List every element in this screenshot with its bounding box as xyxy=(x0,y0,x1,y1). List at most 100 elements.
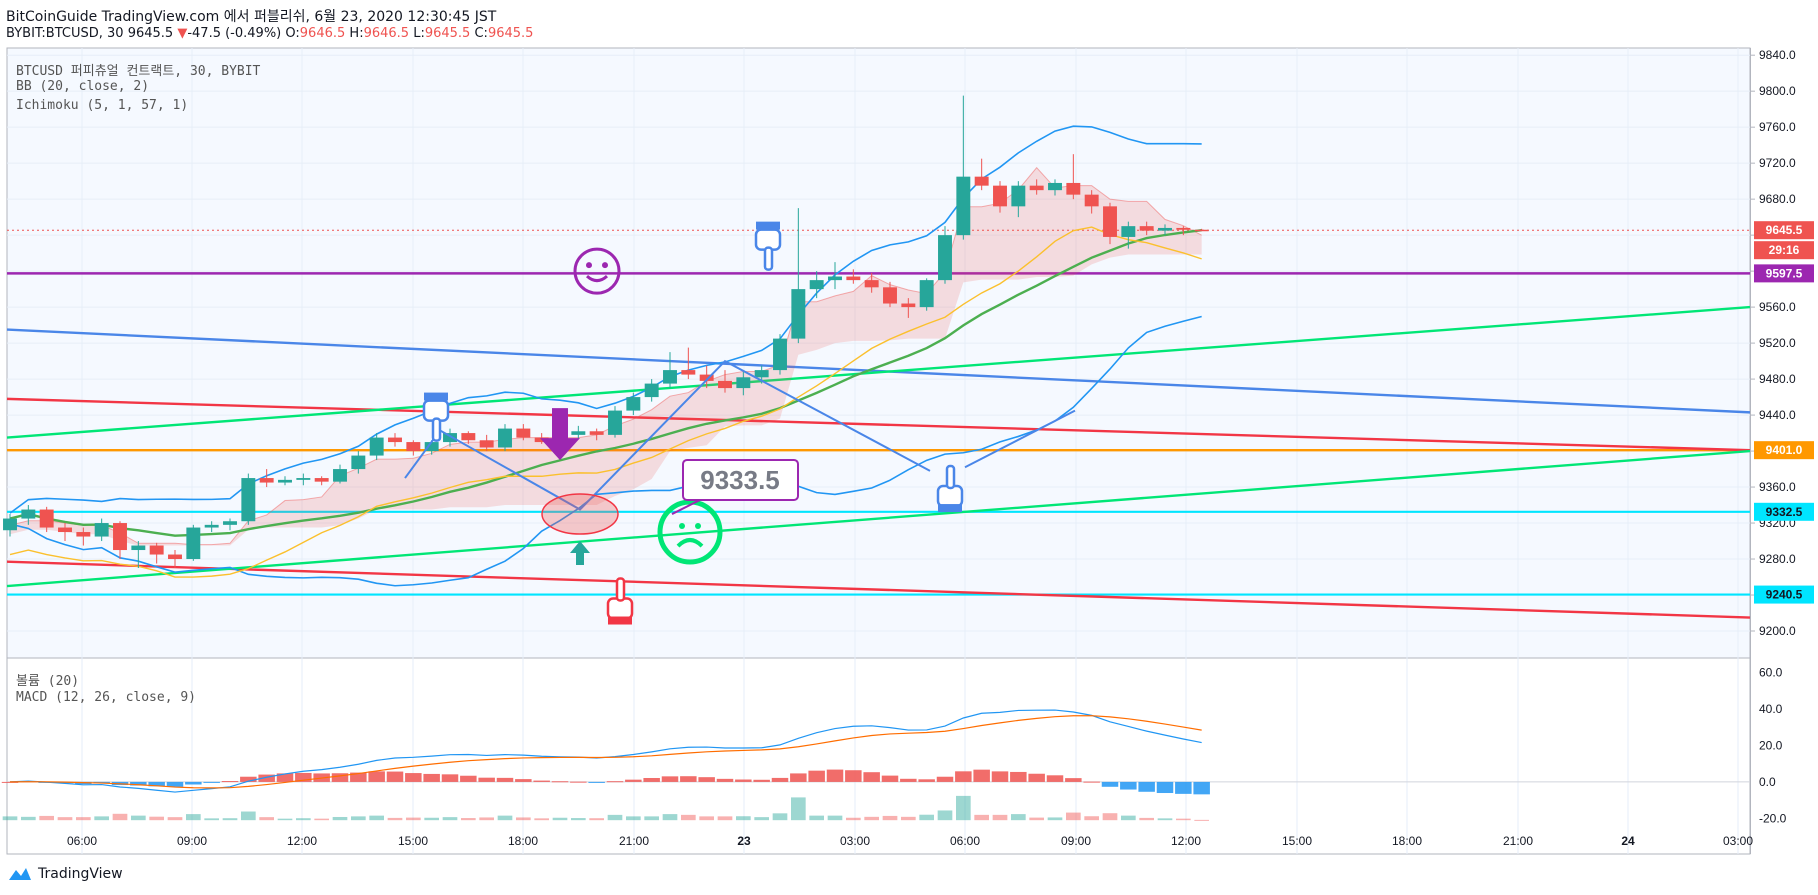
legend-symbol[interactable]: BTCUSD 퍼피츄얼 컨트랙트, 30, BYBIT xyxy=(16,64,261,79)
candle-body xyxy=(1048,182,1062,191)
macd-histogram-bar xyxy=(441,774,459,782)
volume-bar xyxy=(2,816,18,821)
price-tick-label: 9560.0 xyxy=(1759,300,1796,314)
volume-bar xyxy=(534,818,549,821)
time-tick-label: 21:00 xyxy=(619,834,649,848)
price-tick-label: 9200.0 xyxy=(1759,624,1796,638)
bb-upper xyxy=(9,125,1202,514)
volume-bar xyxy=(864,816,879,821)
candle-body xyxy=(186,527,201,560)
volume-bar xyxy=(1029,817,1044,821)
face-outline xyxy=(573,247,621,295)
volume-bar xyxy=(387,817,403,821)
cyan-level-label-2-bg xyxy=(1754,585,1814,604)
volume-bar xyxy=(57,817,73,821)
macd-histogram-bar xyxy=(1175,781,1192,794)
volume-bar xyxy=(94,816,109,821)
candle-body xyxy=(864,280,879,288)
blue-hand-down-icon-2 xyxy=(754,221,782,271)
price-tick-label: 9440.0 xyxy=(1759,408,1796,422)
macd-histogram-bar xyxy=(258,774,275,782)
candle-body xyxy=(1176,227,1191,230)
orange-level-label: 9401.0 xyxy=(1766,443,1803,457)
red-hand-up-icon xyxy=(606,577,634,625)
legend-bb[interactable]: BB (20, close, 2) xyxy=(16,79,150,94)
candle-body xyxy=(21,509,36,519)
volume-bar xyxy=(1084,816,1099,821)
macd-histogram-bar xyxy=(1046,775,1064,782)
volume-bar xyxy=(626,816,641,821)
callout-pointer xyxy=(671,499,701,515)
candle-body xyxy=(39,509,54,528)
indicator-lines xyxy=(9,125,1202,587)
high-value: 9646.5 xyxy=(363,26,410,41)
volume-bar xyxy=(754,817,769,821)
main-pane[interactable] xyxy=(6,47,1751,659)
symbol-label: BYBIT:BTCUSD, 30 xyxy=(6,26,124,41)
candle-body xyxy=(938,235,952,281)
macd-histogram-bar xyxy=(1028,773,1045,782)
volume-bar xyxy=(149,816,164,821)
volume-bar xyxy=(992,814,1008,821)
candle-body xyxy=(1066,182,1081,195)
macd-histogram-bar xyxy=(955,771,972,782)
volume-bar xyxy=(112,813,128,821)
legend-macd[interactable]: MACD (12, 26, close, 9) xyxy=(16,690,197,705)
candle-body xyxy=(241,478,256,522)
volume-bar xyxy=(937,810,953,821)
down-triangle-icon: ▼ xyxy=(177,26,188,41)
macd-histogram-bar xyxy=(460,775,477,782)
macd-tick-label: 40.0 xyxy=(1759,702,1783,716)
face-eye xyxy=(602,262,608,269)
time-tick-label: 06:00 xyxy=(950,834,980,848)
candle-body xyxy=(828,276,842,281)
volume-bar xyxy=(772,813,788,821)
ohlc-header: BYBIT:BTCUSD, 30 9645.5 ▼-47.5 (-0.49%) … xyxy=(6,26,533,41)
volume-bar xyxy=(736,816,751,821)
candle-body xyxy=(461,433,476,441)
volume-bar xyxy=(369,815,384,821)
macd-histogram-bar xyxy=(1120,781,1137,790)
hand-cuff xyxy=(608,616,632,625)
candle-body xyxy=(718,380,732,389)
macd-histogram-bar xyxy=(130,781,147,786)
red-trendline-upper xyxy=(6,397,1751,452)
volume-bar xyxy=(901,816,916,821)
volume-bar xyxy=(442,817,458,821)
macd-histogram-bar xyxy=(185,781,202,785)
macd-histogram-bar xyxy=(570,781,587,783)
low-label: L: xyxy=(413,26,425,41)
volume-bar xyxy=(424,817,439,821)
macd-histogram-bar xyxy=(735,779,752,782)
macd-histogram-bar xyxy=(753,779,770,782)
time-tick-label: 09:00 xyxy=(1061,834,1091,848)
macd-histogram-bar xyxy=(1065,778,1082,782)
macd-histogram-bar xyxy=(166,781,184,787)
volume-bar xyxy=(809,815,824,821)
volume-bar xyxy=(241,811,256,821)
red-trendline-lower xyxy=(6,560,1751,619)
highlight-ellipse xyxy=(541,493,619,535)
up-arrow-line xyxy=(964,409,1076,469)
volume-bar xyxy=(131,815,146,821)
time-tick-label: 12:00 xyxy=(287,834,317,848)
green-trendline-lower xyxy=(6,449,1751,588)
volume-bar xyxy=(296,818,311,821)
candles[interactable] xyxy=(3,95,1209,569)
volume-bar xyxy=(882,815,898,821)
candle-body xyxy=(333,469,347,482)
legend-ichimoku[interactable]: Ichimoku (5, 1, 57, 1) xyxy=(16,98,189,113)
legend-volume[interactable]: 볼륨 (20) xyxy=(16,674,80,689)
time-tick-label: 09:00 xyxy=(177,834,207,848)
candle-body xyxy=(314,478,329,482)
candle-body xyxy=(773,338,787,371)
indicator-pane[interactable] xyxy=(6,657,1751,855)
price-tick-label: 9360.0 xyxy=(1759,480,1796,494)
signal-line xyxy=(9,715,1202,789)
footer-brand[interactable]: TradingView xyxy=(8,866,123,882)
tradingview-logo-icon xyxy=(9,868,31,880)
volume-bar xyxy=(332,816,348,821)
macd-histogram-bar xyxy=(350,772,367,782)
time-tick-label: 21:00 xyxy=(1503,834,1533,848)
